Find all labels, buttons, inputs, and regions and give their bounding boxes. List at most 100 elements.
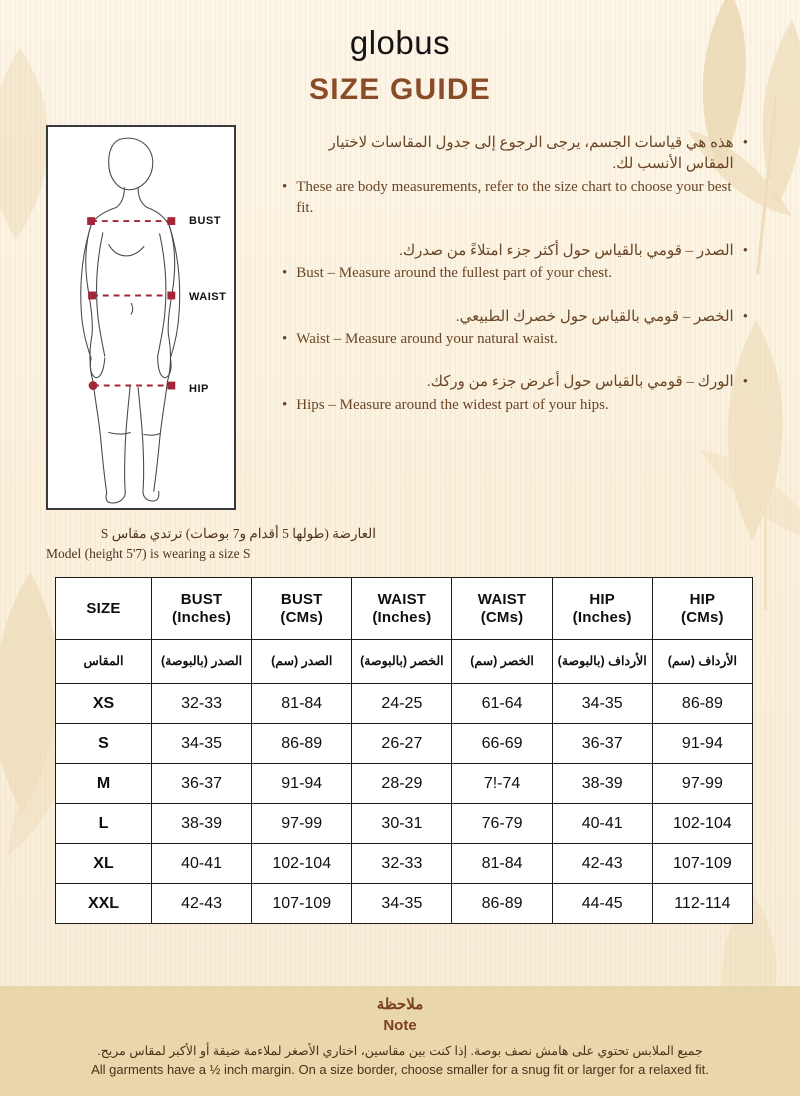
cell-waist-cms: 66-69 bbox=[451, 723, 553, 765]
cell-hip-cms: 112-114 bbox=[651, 883, 754, 925]
column-header-waist-cm: WAIST (CMs) bbox=[451, 577, 553, 641]
cell-hip-inches: 34-35 bbox=[551, 683, 653, 725]
instruction-group-general: • هذه هي قياسات الجسم، يرجى الرجوع إلى ج… bbox=[282, 133, 748, 219]
cell-waist-cms: 7!-74 bbox=[451, 763, 553, 805]
table-header-row-ar: المقاس الصدر (بالبوصة) الصدر (سم) الخصر … bbox=[55, 639, 754, 685]
list-item: • These are body measurements, refer to … bbox=[282, 177, 748, 220]
column-header-hip-in: HIP (Inches) bbox=[551, 577, 653, 641]
waist-measurement-label: WAIST bbox=[189, 291, 227, 303]
bullet-dot-icon: • bbox=[282, 178, 288, 195]
column-header-bust-in-ar: الصدر (بالبوصة) bbox=[150, 639, 253, 685]
column-header-hip-in-ar: الأرداف (بالبوصة) bbox=[551, 639, 653, 685]
cell-bust-cms: 102-104 bbox=[251, 843, 353, 885]
table-row: S 34-35 86-89 26-27 66-69 36-37 91-94 bbox=[55, 723, 754, 765]
cell-size: M bbox=[55, 763, 152, 805]
list-item: • Bust – Measure around the fullest part… bbox=[282, 263, 748, 284]
cell-waist-inches: 34-35 bbox=[351, 883, 453, 925]
instruction-text-ar: الصدر – قومي بالقياس حول أكثر جزء امتلاء… bbox=[399, 243, 734, 260]
cell-waist-cms: 61-64 bbox=[451, 683, 553, 725]
cell-bust-cms: 81-84 bbox=[251, 683, 353, 725]
table-row: XL 40-41 102-104 32-33 81-84 42-43 107-1… bbox=[55, 843, 754, 885]
note-body-en: All garments have a ½ inch margin. On a … bbox=[91, 1062, 709, 1078]
cell-bust-cms: 107-109 bbox=[251, 883, 353, 925]
table-row: XXL 42-43 107-109 34-35 86-89 44-45 112-… bbox=[55, 883, 754, 925]
cell-hip-inches: 38-39 bbox=[551, 763, 653, 805]
model-size-note-ar: العارضة (طولها 5 أقدام و7 بوصات) ترتدي م… bbox=[100, 526, 376, 541]
cell-bust-cms: 91-94 bbox=[251, 763, 353, 805]
model-size-note-en: Model (height 5'7) is wearing a size S bbox=[46, 545, 251, 561]
cell-bust-inches: 42-43 bbox=[150, 883, 253, 925]
instruction-text-ar: هذه هي قياسات الجسم، يرجى الرجوع إلى جدو… bbox=[328, 135, 734, 173]
instruction-group-waist: • الخصر – قومي بالقياس حول خصرك الطبيعي.… bbox=[282, 307, 748, 351]
list-item: • Waist – Measure around your natural wa… bbox=[282, 329, 748, 350]
measurement-overview-section: BUST WAIST HIP العارضة (طولها 5 أقدام و7… bbox=[0, 107, 800, 563]
instruction-text-en: Bust – Measure around the fullest part o… bbox=[296, 265, 613, 282]
column-header-waist-cm-ar: الخصر (سم) bbox=[451, 639, 553, 685]
cell-waist-cms: 76-79 bbox=[451, 803, 553, 845]
cell-bust-cms: 97-99 bbox=[251, 803, 353, 845]
list-item: • الورك – قومي بالقياس حول أعرض جزء من و… bbox=[282, 372, 748, 393]
page-header: globus SIZE GUIDE bbox=[0, 0, 800, 107]
bullet-dot-icon: • bbox=[742, 243, 748, 260]
cell-bust-inches: 32-33 bbox=[150, 683, 253, 725]
model-figure-box: BUST WAIST HIP bbox=[46, 125, 236, 510]
list-item: • Hips – Measure around the widest part … bbox=[282, 395, 748, 416]
cell-size: L bbox=[55, 803, 152, 845]
cell-waist-inches: 30-31 bbox=[351, 803, 453, 845]
table-header: SIZE BUST (Inches) BUST (CMs) WAIST (Inches… bbox=[55, 577, 754, 641]
cell-waist-cms: 86-89 bbox=[451, 883, 553, 925]
bust-measurement-label: BUST bbox=[189, 215, 221, 227]
model-size-note: العارضة (طولها 5 أقدام و7 بوصات) ترتدي م… bbox=[46, 524, 376, 563]
note-heading-ar: ملاحظة bbox=[376, 996, 424, 1013]
leaf-decoration-icon bbox=[688, 0, 800, 275]
bullet-dot-icon: • bbox=[742, 308, 748, 325]
table-body: المقاس الصدر (بالبوصة) الصدر (سم) الخصر … bbox=[55, 639, 754, 925]
cell-waist-inches: 26-27 bbox=[351, 723, 453, 765]
cell-hip-cms: 102-104 bbox=[651, 803, 754, 845]
instruction-text-en: These are body measurements, refer to th… bbox=[296, 178, 732, 216]
hip-measurement-label: HIP bbox=[189, 383, 209, 395]
note-heading-en: Note bbox=[383, 1016, 417, 1034]
list-item: • هذه هي قياسات الجسم، يرجى الرجوع إلى ج… bbox=[282, 133, 749, 176]
note-body-ar: جميع الملابس تحتوي على هامش نصف بوصة. إذ… bbox=[97, 1043, 703, 1058]
size-chart-section: SIZE BUST (Inches) BUST (CMs) WAIST (Inches… bbox=[0, 563, 800, 925]
leaf-decoration-icon bbox=[700, 320, 800, 610]
instruction-text-en: Hips – Measure around the widest part of… bbox=[296, 396, 609, 413]
cell-size: XS bbox=[55, 683, 152, 725]
bullet-dot-icon: • bbox=[742, 135, 748, 151]
cell-hip-cms: 97-99 bbox=[651, 763, 754, 805]
cell-bust-inches: 40-41 bbox=[150, 843, 253, 885]
cell-bust-cms: 86-89 bbox=[251, 723, 353, 765]
list-item: • الصدر – قومي بالقياس حول أكثر جزء امتل… bbox=[282, 241, 748, 262]
cell-bust-inches: 38-39 bbox=[150, 803, 253, 845]
size-chart-table: SIZE BUST (Inches) BUST (CMs) WAIST (Inches… bbox=[55, 577, 754, 925]
cell-size: XL bbox=[55, 843, 152, 885]
page-title: SIZE GUIDE bbox=[308, 73, 492, 106]
bullet-dot-icon: • bbox=[282, 396, 288, 413]
cell-size: XXL bbox=[55, 883, 152, 925]
instruction-group-bust: • الصدر – قومي بالقياس حول أكثر جزء امتل… bbox=[282, 241, 748, 285]
cell-hip-cms: 86-89 bbox=[651, 683, 754, 725]
table-header-row-en: SIZE BUST (Inches) BUST (CMs) WAIST (Inches… bbox=[55, 577, 754, 641]
column-header-size-ar: المقاس bbox=[55, 639, 152, 685]
measurement-markers bbox=[87, 217, 176, 390]
cell-hip-inches: 36-37 bbox=[551, 723, 653, 765]
cell-hip-cms: 91-94 bbox=[651, 723, 754, 765]
list-item: • الخصر – قومي بالقياس حول خصرك الطبيعي. bbox=[282, 307, 748, 328]
cell-bust-inches: 34-35 bbox=[150, 723, 253, 765]
footer-note-band: ملاحظة Note جميع الملابس تحتوي على هامش … bbox=[0, 986, 800, 1096]
cell-size: S bbox=[55, 723, 152, 765]
instruction-text-en: Waist – Measure around your natural wais… bbox=[296, 331, 558, 348]
column-header-bust-cm-ar: الصدر (سم) bbox=[251, 639, 353, 685]
bullet-dot-icon: • bbox=[742, 374, 748, 391]
column-header-bust-cm: BUST (CMs) bbox=[251, 577, 353, 641]
cell-bust-inches: 36-37 bbox=[150, 763, 253, 805]
table-row: L 38-39 97-99 30-31 76-79 40-41 102-104 bbox=[55, 803, 754, 845]
cell-waist-inches: 32-33 bbox=[351, 843, 453, 885]
leaf-decoration-icon bbox=[0, 48, 49, 240]
instruction-group-hips: • الورك – قومي بالقياس حول أعرض جزء من و… bbox=[282, 372, 748, 416]
table-row: M 36-37 91-94 28-29 7!-74 38-39 97-99 bbox=[55, 763, 754, 805]
column-header-hip-cm-ar: الأرداف (سم) bbox=[651, 639, 754, 685]
column-header-size: SIZE bbox=[55, 577, 152, 641]
cell-waist-cms: 81-84 bbox=[451, 843, 553, 885]
